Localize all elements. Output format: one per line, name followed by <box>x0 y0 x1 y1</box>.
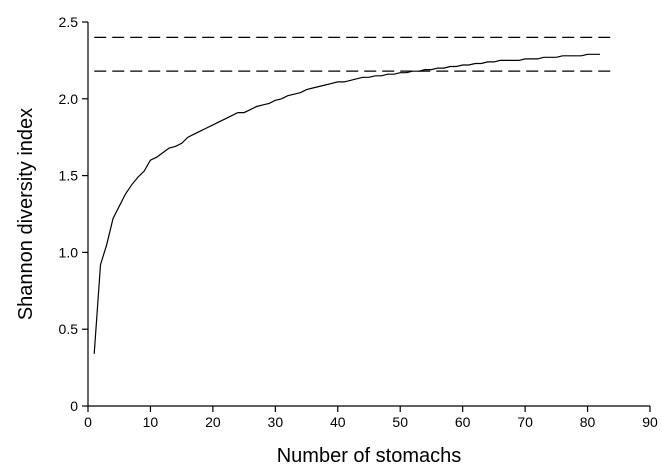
x-tick-label: 50 <box>392 414 408 430</box>
x-tick-label: 30 <box>268 414 284 430</box>
x-tick-label: 0 <box>84 414 92 430</box>
series-line <box>93 53 600 354</box>
y-tick-label: 0.5 <box>59 321 79 337</box>
x-tick-label: 90 <box>642 414 658 430</box>
y-axis-title: Shannon diversity index <box>15 108 37 320</box>
axes <box>87 22 650 407</box>
x-tick-label: 70 <box>517 414 533 430</box>
x-ticks: 0 10 20 30 40 50 60 70 80 90 <box>84 406 658 430</box>
y-tick-label: 1.5 <box>59 168 79 184</box>
x-tick-label: 40 <box>330 414 346 430</box>
x-tick-label: 60 <box>455 414 471 430</box>
data-series <box>93 53 600 354</box>
y-tick-label: 0 <box>70 398 78 414</box>
y-tick-label: 2.0 <box>59 91 79 107</box>
y-ticks: 0 0.5 1.0 1.5 2.0 2.5 <box>59 14 88 414</box>
x-tick-label: 80 <box>580 414 596 430</box>
x-axis-title: Number of stomachs <box>277 445 462 467</box>
x-tick-label: 10 <box>143 414 159 430</box>
reference-lines <box>94 36 613 72</box>
y-tick-label: 2.5 <box>59 14 79 30</box>
x-tick-label: 20 <box>205 414 221 430</box>
y-tick-label: 1.0 <box>59 244 79 260</box>
